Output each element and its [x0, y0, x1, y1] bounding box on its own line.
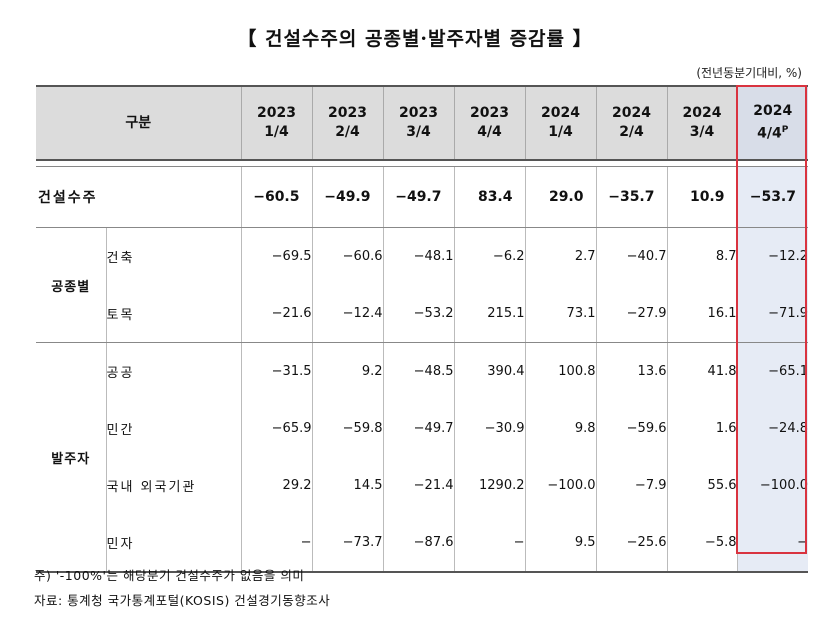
growth-rate-table: 구분 2023 1/4 2023 2/4 2023 3/4 2023 4/4 2024 1… — [36, 85, 808, 574]
cell: −21.4 — [382, 457, 454, 514]
cell: 41.8 — [666, 342, 737, 400]
group-label: 발주자 — [36, 342, 107, 572]
footnote: 주) '-100%'는 해당분기 건설수주가 없음을 의미 — [34, 568, 305, 583]
cell: − — [240, 514, 312, 572]
cell: −7.9 — [595, 457, 667, 514]
cell: −24.8 — [736, 400, 808, 457]
cell: 390.4 — [453, 342, 525, 400]
cell: −87.6 — [382, 514, 454, 572]
total-value: 10.9 — [666, 166, 737, 228]
cell: −40.7 — [595, 227, 667, 285]
cell: −60.6 — [311, 227, 383, 285]
cell: −59.6 — [595, 400, 667, 457]
cell: 55.6 — [666, 457, 737, 514]
cell: −27.9 — [595, 285, 667, 343]
header-period: 2023 4/4 — [453, 85, 525, 161]
total-value: 29.0 — [524, 166, 596, 228]
total-value: −60.5 — [240, 166, 312, 228]
cell: 8.7 — [666, 227, 737, 285]
header-period: 2023 3/4 — [382, 85, 454, 161]
cell: −12.4 — [311, 285, 383, 343]
cell: −100.0 — [524, 457, 596, 514]
header-period: 2023 2/4 — [311, 85, 383, 161]
cell: 1290.2 — [453, 457, 525, 514]
header-period-preliminary: 2024 4/4P — [736, 85, 808, 161]
row-label: 토목 — [106, 285, 241, 343]
header-category: 구분 — [36, 85, 242, 161]
cell: −69.5 — [240, 227, 312, 285]
cell: 9.8 — [524, 400, 596, 457]
table-row: 민자 − −73.7 −87.6 − 9.5 −25.6 −5.8 − — [36, 514, 808, 572]
header-period: 2023 1/4 — [240, 85, 312, 161]
cell: −53.2 — [382, 285, 454, 343]
cell: −6.2 — [453, 227, 525, 285]
table-row: 민간 −65.9 −59.8 −49.7 −30.9 9.8 −59.6 1.6… — [36, 400, 808, 457]
cell: −59.8 — [311, 400, 383, 457]
cell: −48.1 — [382, 227, 454, 285]
source-note: 자료: 통계청 국가통계포털(KOSIS) 건설경기동향조사 — [34, 593, 331, 608]
unit-label: (전년동분기대비, %) — [696, 66, 802, 80]
cell: −30.9 — [453, 400, 525, 457]
cell: 215.1 — [453, 285, 525, 343]
cell: −49.7 — [382, 400, 454, 457]
cell: 14.5 — [311, 457, 383, 514]
total-value: −35.7 — [595, 166, 667, 228]
total-value: −49.9 — [311, 166, 383, 228]
cell: − — [736, 514, 808, 572]
table-row: 토목 −21.6 −12.4 −53.2 215.1 73.1 −27.9 16… — [36, 285, 808, 343]
cell: −73.7 — [311, 514, 383, 572]
cell: −21.6 — [240, 285, 312, 343]
cell: −71.9 — [736, 285, 808, 343]
group-label: 공종별 — [36, 227, 107, 343]
row-label: 국내 외국기관 — [106, 480, 197, 495]
header-row: 구분 2023 1/4 2023 2/4 2023 3/4 2023 4/4 2024 1… — [36, 85, 808, 161]
row-label: 민간 — [106, 423, 135, 438]
cell: −100.0 — [736, 457, 808, 514]
cell: 9.5 — [524, 514, 596, 572]
row-label: 공공 — [106, 366, 135, 381]
header-period: 2024 1/4 — [524, 85, 596, 161]
cell: 100.8 — [524, 342, 596, 400]
cell: 9.2 — [311, 342, 383, 400]
total-label: 건설수주 — [36, 166, 241, 228]
cell: −65.1 — [736, 342, 808, 400]
cell: −65.9 — [240, 400, 312, 457]
cell: −12.2 — [736, 227, 808, 285]
table-row: 국내 외국기관 29.2 14.5 −21.4 1290.2 −100.0 −7… — [36, 457, 808, 514]
table-row: 공종별 건축 −69.5 −60.6 −48.1 −6.2 2.7 −40.7 … — [36, 227, 808, 343]
cell: − — [453, 514, 525, 572]
header-period: 2024 2/4 — [595, 85, 667, 161]
total-value: −53.7 — [736, 166, 808, 228]
total-value: 83.4 — [453, 166, 525, 228]
total-value: −49.7 — [382, 166, 454, 228]
row-label: 건축 — [106, 251, 135, 266]
cell: 73.1 — [524, 285, 596, 343]
cell: −31.5 — [240, 342, 312, 400]
cell: 16.1 — [666, 285, 737, 343]
page-title: 【 건설수주의 공종별·발주자별 증감률 】 — [237, 28, 593, 50]
cell: −5.8 — [666, 514, 737, 572]
cell: −48.5 — [382, 342, 454, 400]
cell: 1.6 — [666, 400, 737, 457]
cell: 2.7 — [524, 227, 596, 285]
total-row: 건설수주 −60.5 −49.9 −49.7 83.4 29.0 −35.7 1… — [36, 166, 808, 228]
header-period: 2024 3/4 — [666, 85, 737, 161]
cell: −25.6 — [595, 514, 667, 572]
row-label: 민자 — [106, 537, 135, 552]
cell: 13.6 — [595, 342, 667, 400]
table-row: 발주자 공공 −31.5 9.2 −48.5 390.4 100.8 13.6 … — [36, 342, 808, 572]
cell: 29.2 — [240, 457, 312, 514]
